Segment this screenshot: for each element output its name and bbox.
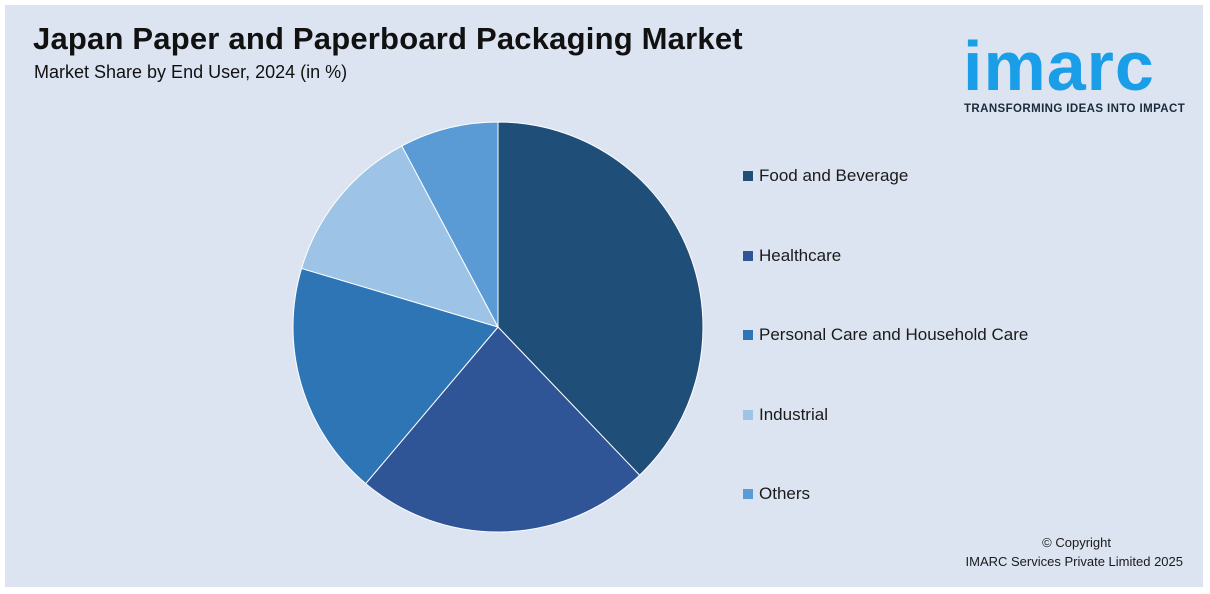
legend-label: Healthcare	[759, 245, 842, 265]
pie-slice-others	[401, 121, 499, 328]
legend-swatch	[743, 409, 753, 420]
legend-item: Others	[743, 483, 810, 505]
chart-subtitle: Market Share by End User, 2024 (in %)	[34, 62, 348, 82]
pie-slice-healthcare	[364, 326, 641, 533]
copyright-block: © Copyright IMARC Services Private Limit…	[966, 533, 1183, 571]
chart-title: Japan Paper and Paperboard Packaging Mar…	[33, 21, 743, 56]
legend-label: Others	[759, 484, 811, 503]
logo-tagline: TRANSFORMING IDEAS INTO IMPACT	[964, 103, 1186, 115]
legend-item: Industrial	[743, 404, 828, 426]
legend-label: Personal Care and Household Care	[759, 325, 1029, 344]
pie-chart	[292, 121, 704, 533]
legend-item: Healthcare	[743, 245, 841, 267]
logo-wordmark: imarc	[963, 27, 1155, 105]
legend-swatch	[743, 250, 753, 261]
pie-slice-personal-care-and-household-care	[292, 267, 499, 485]
pie-slice-industrial	[300, 145, 500, 328]
legend-item: Personal Care and Household Care	[743, 324, 1028, 346]
legend-label: Food and Beverage	[759, 166, 909, 185]
copyright-company: IMARC Services Private Limited 2025	[965, 554, 1183, 569]
legend-label: Industrial	[759, 404, 828, 424]
legend-item: Food and Beverage	[743, 165, 908, 187]
legend-swatch	[743, 171, 753, 181]
imarc-logo: imarc TRANSFORMING IDEAS INTO IMPACT	[963, 17, 1195, 121]
legend-swatch	[743, 330, 753, 340]
legend-swatch	[743, 489, 753, 499]
chart-frame: Japan Paper and Paperboard Packaging Mar…	[5, 5, 1203, 587]
pie-slice-food-and-beverage	[497, 121, 704, 476]
copyright-text: © Copyright	[1042, 535, 1111, 550]
